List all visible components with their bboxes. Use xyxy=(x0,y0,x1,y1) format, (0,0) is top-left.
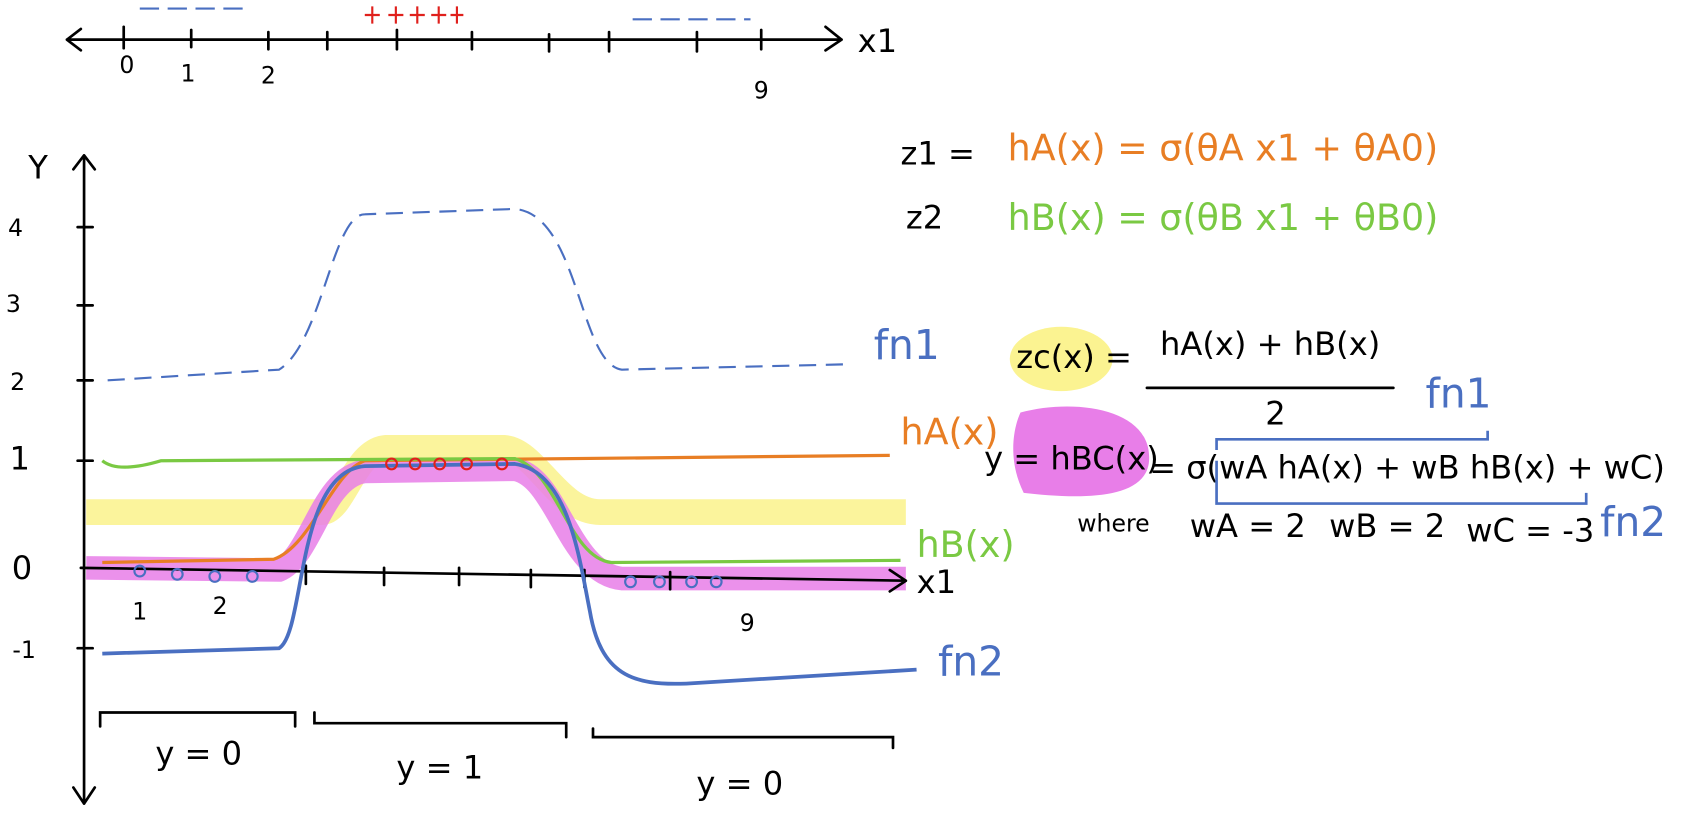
plot: Y 4 3 2 1 0 -1 x1 1 2 9 fn1 hA(x) hB(x) … xyxy=(6,148,1015,805)
equation: z2 xyxy=(906,199,943,237)
curve-label: hA(x) xyxy=(901,410,999,453)
top-axis: x1 0 1 2 9 xyxy=(65,6,897,105)
tick-label: 0 xyxy=(119,51,134,79)
equation: where xyxy=(1077,510,1149,538)
region-label: y = 1 xyxy=(396,748,483,786)
y-tick-label: 1 xyxy=(10,440,30,478)
curve-label: fn1 xyxy=(874,321,940,369)
equation: zc(x) = xyxy=(1016,338,1132,376)
y-tick-label: 4 xyxy=(8,214,23,242)
curve-label: hB(x) xyxy=(917,523,1015,566)
equation: wA = 2 xyxy=(1190,507,1306,545)
equation: wB = 2 xyxy=(1329,507,1445,545)
curve-label: fn1 xyxy=(1426,369,1492,417)
x-tick-label: 2 xyxy=(213,592,228,620)
curve-label: fn2 xyxy=(1600,498,1666,546)
equation: hA(x) + hB(x) xyxy=(1160,325,1380,363)
y-axis-label: Y xyxy=(27,148,48,186)
x-tick-label: 1 xyxy=(132,597,147,625)
equation: = σ(wA hA(x) + wB hB(x) + wC) xyxy=(1149,448,1665,486)
y-tick-label: -1 xyxy=(12,636,36,664)
equations: z1 = hA(x) = σ(θA x1 + θA0) z2 hB(x) = σ… xyxy=(901,127,1667,550)
axis-label: x1 xyxy=(858,22,897,60)
y-tick-label: 2 xyxy=(10,368,25,396)
y-tick-label: 3 xyxy=(6,290,21,318)
tick-label: 1 xyxy=(181,60,196,88)
equation: hB(x) = σ(θB x1 + θB0) xyxy=(1008,196,1439,239)
tick-label: 2 xyxy=(261,62,276,90)
region-label: y = 0 xyxy=(696,764,783,802)
region-label: y = 0 xyxy=(155,734,242,772)
equation: hA(x) = σ(θA x1 + θA0) xyxy=(1008,127,1439,170)
x-tick-label: 9 xyxy=(740,609,755,637)
tick-label: 9 xyxy=(754,77,769,105)
x-axis-label: x1 xyxy=(917,563,956,601)
curve-label: fn2 xyxy=(938,637,1004,685)
equation: 2 xyxy=(1265,395,1285,433)
y-tick-label: 0 xyxy=(12,549,32,587)
equation: y = hBC(x) xyxy=(984,440,1159,478)
equation: wC = -3 xyxy=(1466,512,1594,550)
equation: z1 = xyxy=(901,134,975,172)
